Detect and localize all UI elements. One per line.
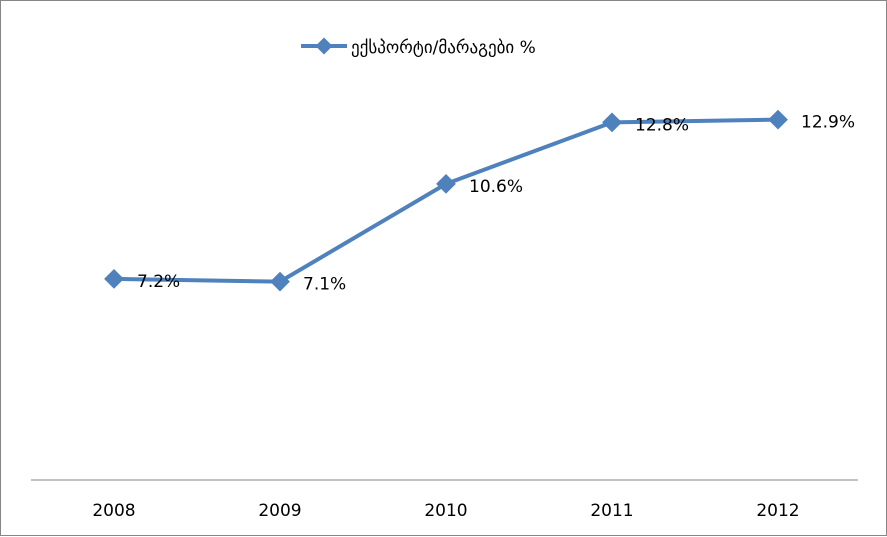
series-line-group: 7.2% 7.1% 10.6% 12.8% 12.9% bbox=[104, 109, 855, 295]
x-tick-label: 2012 bbox=[756, 501, 799, 521]
data-label: 10.6% bbox=[469, 177, 523, 197]
legend-diamond-marker bbox=[315, 37, 333, 55]
data-point-marker bbox=[270, 271, 290, 292]
data-label: 7.1% bbox=[303, 275, 346, 295]
x-tick-label: 2008 bbox=[92, 501, 135, 521]
x-tick-label: 2010 bbox=[424, 501, 467, 521]
data-label: 12.9% bbox=[801, 113, 855, 133]
series-line bbox=[113, 117, 779, 284]
x-tick-label: 2011 bbox=[590, 501, 633, 521]
data-label: 7.2% bbox=[137, 272, 180, 292]
data-label: 12.8% bbox=[635, 115, 689, 135]
x-tick-label: 2009 bbox=[258, 501, 301, 521]
data-point-marker bbox=[436, 173, 456, 194]
x-axis-ticks: 2008 2009 2010 2011 2012 bbox=[92, 501, 799, 521]
legend-label: ექსპორტი/მარაგები % bbox=[351, 38, 536, 58]
legend: ექსპორტი/მარაგები % bbox=[301, 37, 536, 58]
data-point-marker bbox=[602, 112, 622, 133]
data-point-marker bbox=[768, 109, 788, 130]
data-point-marker bbox=[104, 268, 124, 289]
